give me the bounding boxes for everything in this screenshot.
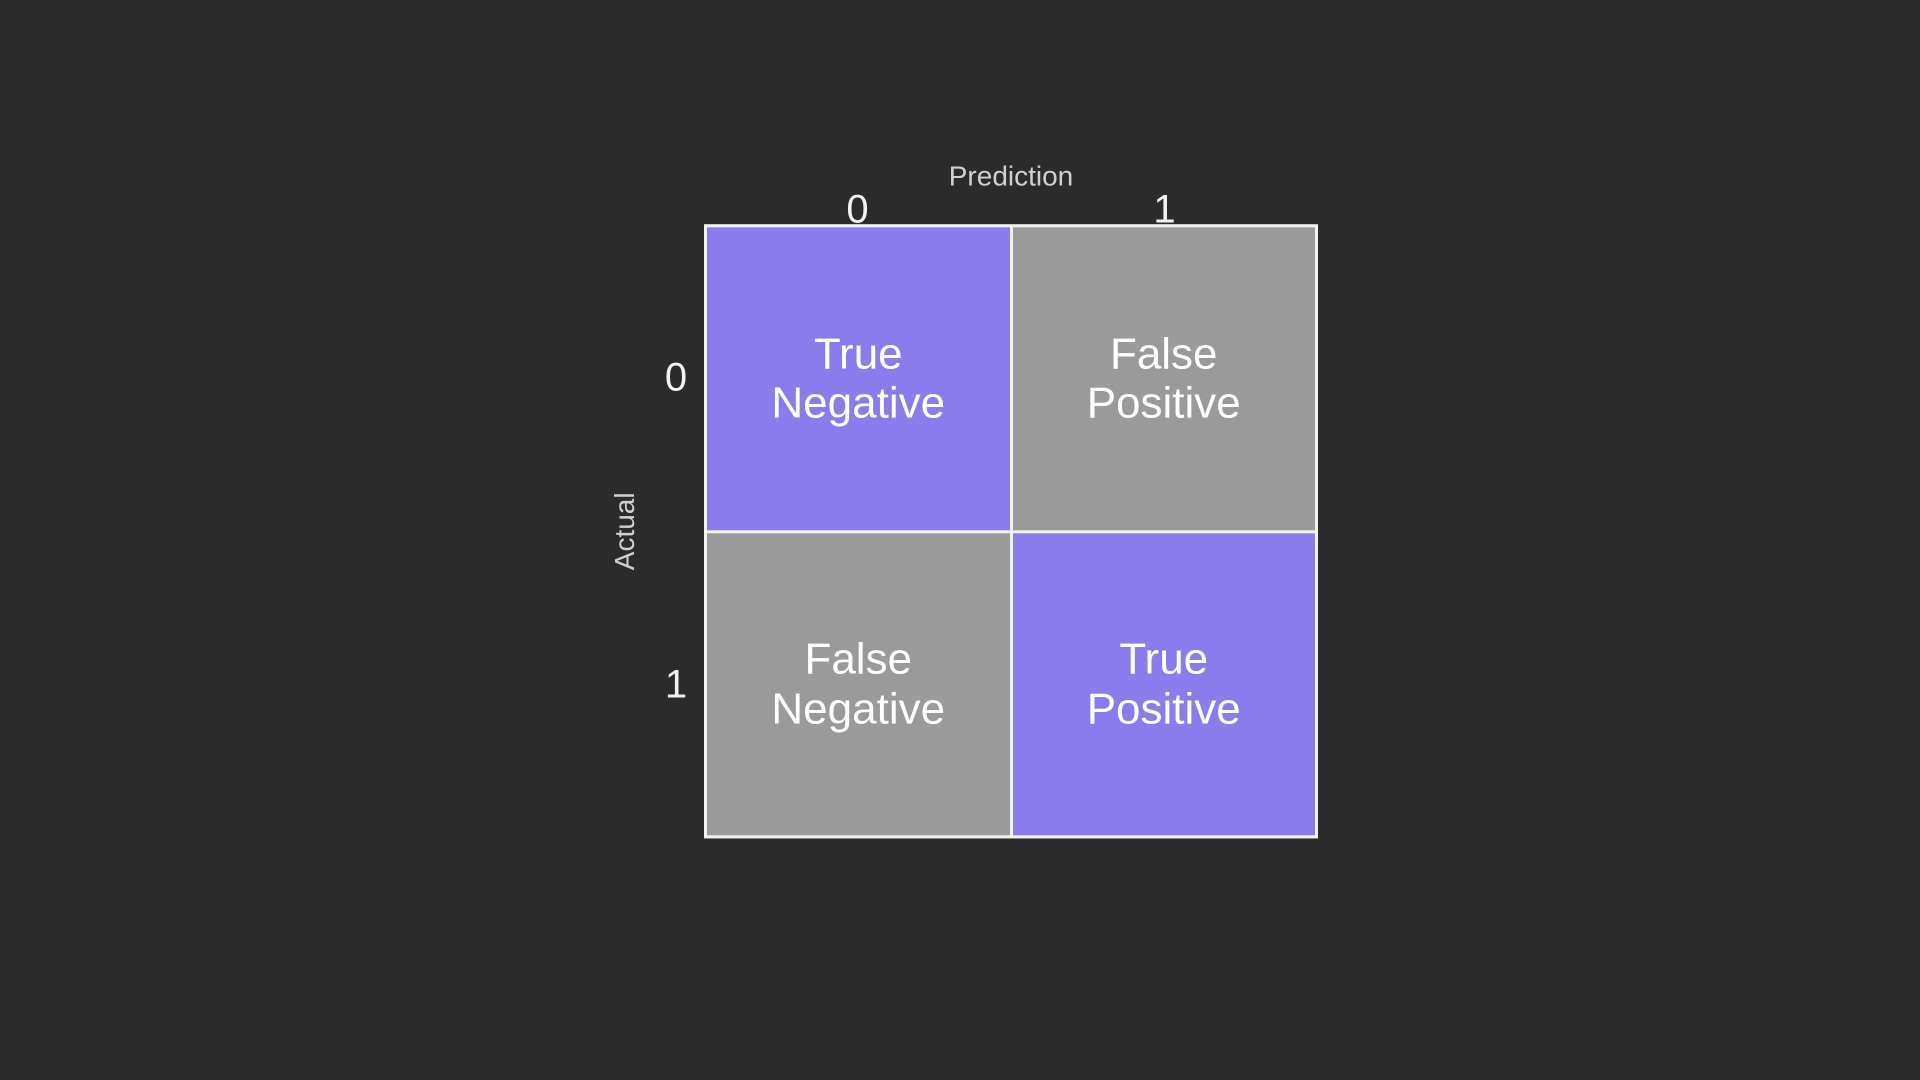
cell-false-positive: False Positive: [1013, 227, 1316, 530]
x-axis-tick-1: 1: [1153, 187, 1175, 232]
cell-false-negative: False Negative: [707, 533, 1010, 836]
y-axis-tick-0: 0: [648, 224, 704, 531]
y-axis-tick-1: 1: [648, 531, 704, 838]
cell-label: True Positive: [1087, 635, 1241, 734]
y-axis: Actual: [602, 224, 648, 838]
cell-label: False Positive: [1087, 329, 1241, 428]
cell-label: False Negative: [771, 635, 945, 734]
y-axis-title: Actual: [609, 492, 641, 570]
cell-true-positive: True Positive: [1013, 533, 1316, 836]
confusion-matrix-grid: True Negative False Positive False Negat…: [704, 224, 1318, 838]
x-axis-title: Prediction: [949, 160, 1074, 192]
cell-label: True Negative: [771, 329, 945, 428]
confusion-matrix-diagram: Prediction 0 1 Actual 0 1 True Negative …: [602, 160, 1318, 838]
x-axis: Prediction 0 1: [704, 160, 1318, 224]
y-axis-ticks: 0 1: [648, 224, 704, 838]
x-axis-tick-0: 0: [846, 187, 868, 232]
cell-true-negative: True Negative: [707, 227, 1010, 530]
